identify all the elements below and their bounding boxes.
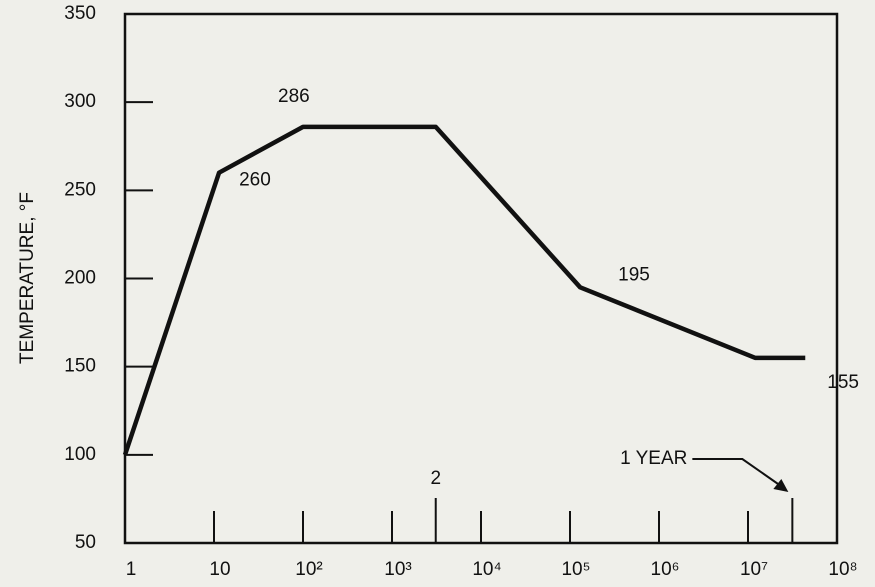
data-label: 195 xyxy=(618,264,650,285)
y-tick-label: 50 xyxy=(75,532,96,553)
x-tick-label: 1 xyxy=(126,559,137,580)
arrow-head xyxy=(773,479,789,492)
data-label: 286 xyxy=(278,86,310,107)
x-tick-label: 10⁴ xyxy=(472,559,501,580)
data-label: 155 xyxy=(827,372,859,393)
x-tick-label: 10⁷ xyxy=(740,559,768,580)
y-tick-label: 350 xyxy=(64,3,96,24)
x-tick-label: 10³ xyxy=(384,559,411,580)
y-tick-label: 300 xyxy=(64,91,96,112)
annotation-arrow xyxy=(692,458,783,488)
x-tick-label: 10² xyxy=(295,559,322,580)
x-tick-label: 10⁶ xyxy=(651,559,680,580)
annotation: 1 YEAR xyxy=(620,448,687,469)
y-tick-label: 100 xyxy=(64,444,96,465)
x-tick-label: 10⁵ xyxy=(561,559,590,580)
data-label: 260 xyxy=(239,170,271,191)
line xyxy=(122,124,806,456)
annotation: 2 xyxy=(430,468,441,489)
x-tick-label: 10 xyxy=(209,559,230,580)
y-tick-label: 250 xyxy=(64,179,96,200)
y-axis-label: TEMPERATURE, °F xyxy=(17,192,38,364)
y-tick-label: 150 xyxy=(64,356,96,377)
y-tick-label: 200 xyxy=(64,268,96,289)
x-tick-label: 10⁸ xyxy=(828,559,857,580)
